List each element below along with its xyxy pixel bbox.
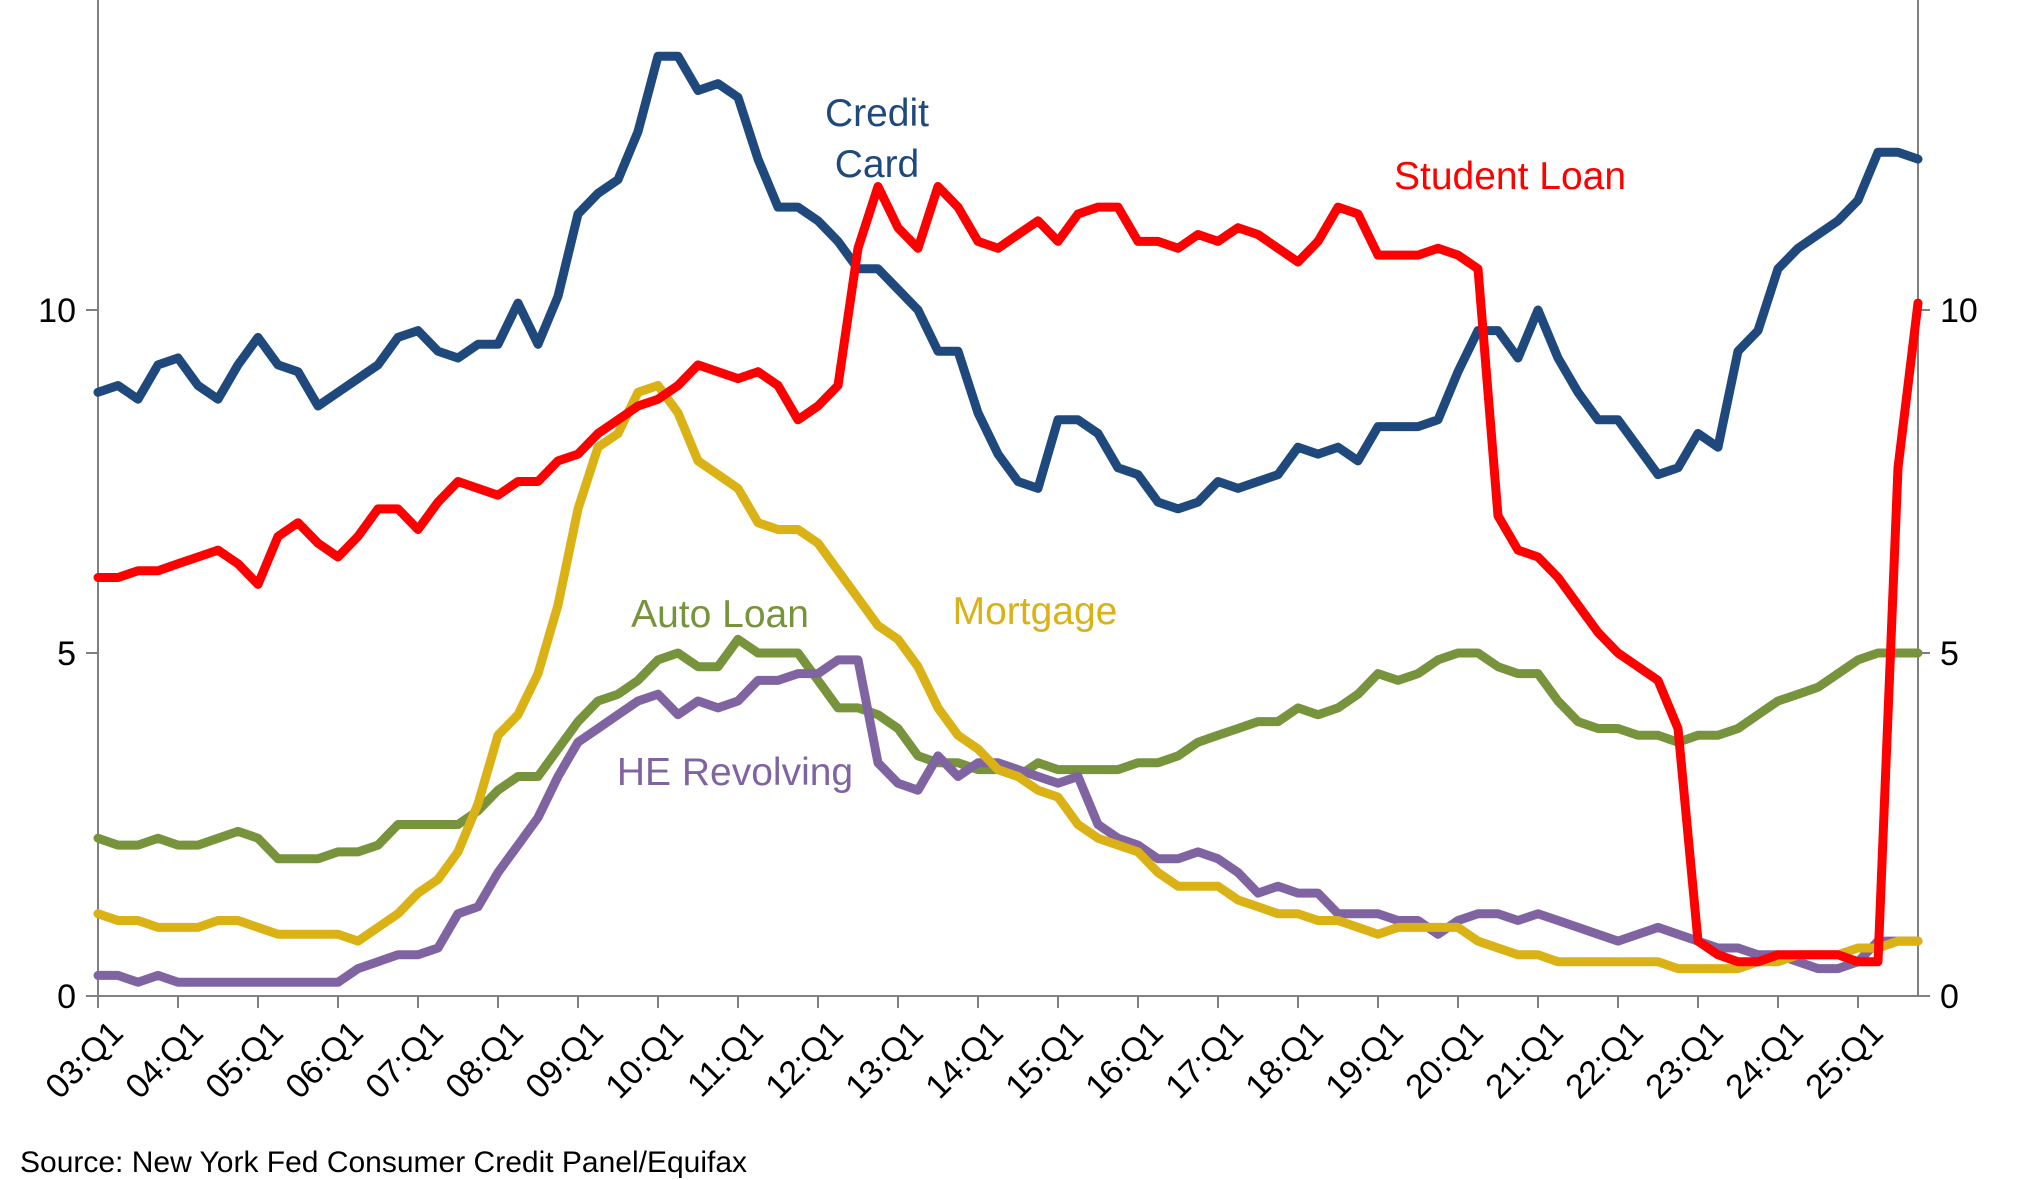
y-tick-label-right: 5: [1940, 635, 1959, 673]
series-label-he-revolving: HE Revolving: [617, 751, 853, 794]
x-tick-label: 08:Q1: [438, 1014, 530, 1106]
x-tick-label: 06:Q1: [278, 1014, 370, 1106]
x-tick-label: 20:Q1: [1398, 1014, 1490, 1106]
x-tick-label: 10:Q1: [598, 1014, 690, 1106]
y-tick-label-left: 5: [57, 635, 76, 673]
x-tick-label: 12:Q1: [758, 1014, 850, 1106]
x-tick-label: 15:Q1: [998, 1014, 1090, 1106]
series-label-mortgage: Mortgage: [953, 590, 1118, 633]
series-label-credit-card: Credit: [825, 92, 929, 135]
x-tick-label: 09:Q1: [518, 1014, 610, 1106]
y-tick-label-right: 10: [1940, 292, 1978, 330]
series-line-student-loan: [93, 182, 1923, 967]
y-tick-label-left: 0: [57, 978, 76, 1016]
x-tick-label: 21:Q1: [1478, 1014, 1570, 1106]
x-tick-label: 19:Q1: [1318, 1014, 1410, 1106]
x-tick-label: 03:Q1: [38, 1014, 130, 1106]
x-tick-label: 25:Q1: [1798, 1014, 1890, 1106]
x-tick-label: 24:Q1: [1718, 1014, 1810, 1106]
x-tick-label: 17:Q1: [1158, 1014, 1250, 1106]
series-labels: Credit Card Student Loan Auto Loan Mortgage H…: [617, 92, 1626, 794]
x-tick-label: 04:Q1: [118, 1014, 210, 1106]
y-tick-label-right: 0: [1940, 978, 1959, 1016]
x-tick-label: 22:Q1: [1558, 1014, 1650, 1106]
x-tick-label: 14:Q1: [918, 1014, 1010, 1106]
x-tick-label: 16:Q1: [1078, 1014, 1170, 1106]
source-note: Source: New York Fed Consumer Credit Pan…: [20, 1146, 748, 1179]
series-label-auto-loan: Auto Loan: [631, 593, 809, 636]
x-tick-label: 05:Q1: [198, 1014, 290, 1106]
series-line-he-revolving: [93, 655, 1923, 987]
series-label-credit-card: Card: [835, 143, 920, 186]
x-tick-label: 07:Q1: [358, 1014, 450, 1106]
series-line-mortgage: [93, 381, 1923, 974]
y-tick-label-left: 10: [38, 292, 76, 330]
series-label-student-loan: Student Loan: [1394, 155, 1626, 198]
x-tick-label: 13:Q1: [838, 1014, 930, 1106]
x-tick-label: 11:Q1: [680, 1014, 771, 1105]
series-line-credit-card: [93, 51, 1923, 514]
x-tick-label: 18:Q1: [1238, 1014, 1330, 1106]
x-tick-label: 23:Q1: [1638, 1014, 1730, 1106]
series-lines: [93, 51, 1923, 987]
